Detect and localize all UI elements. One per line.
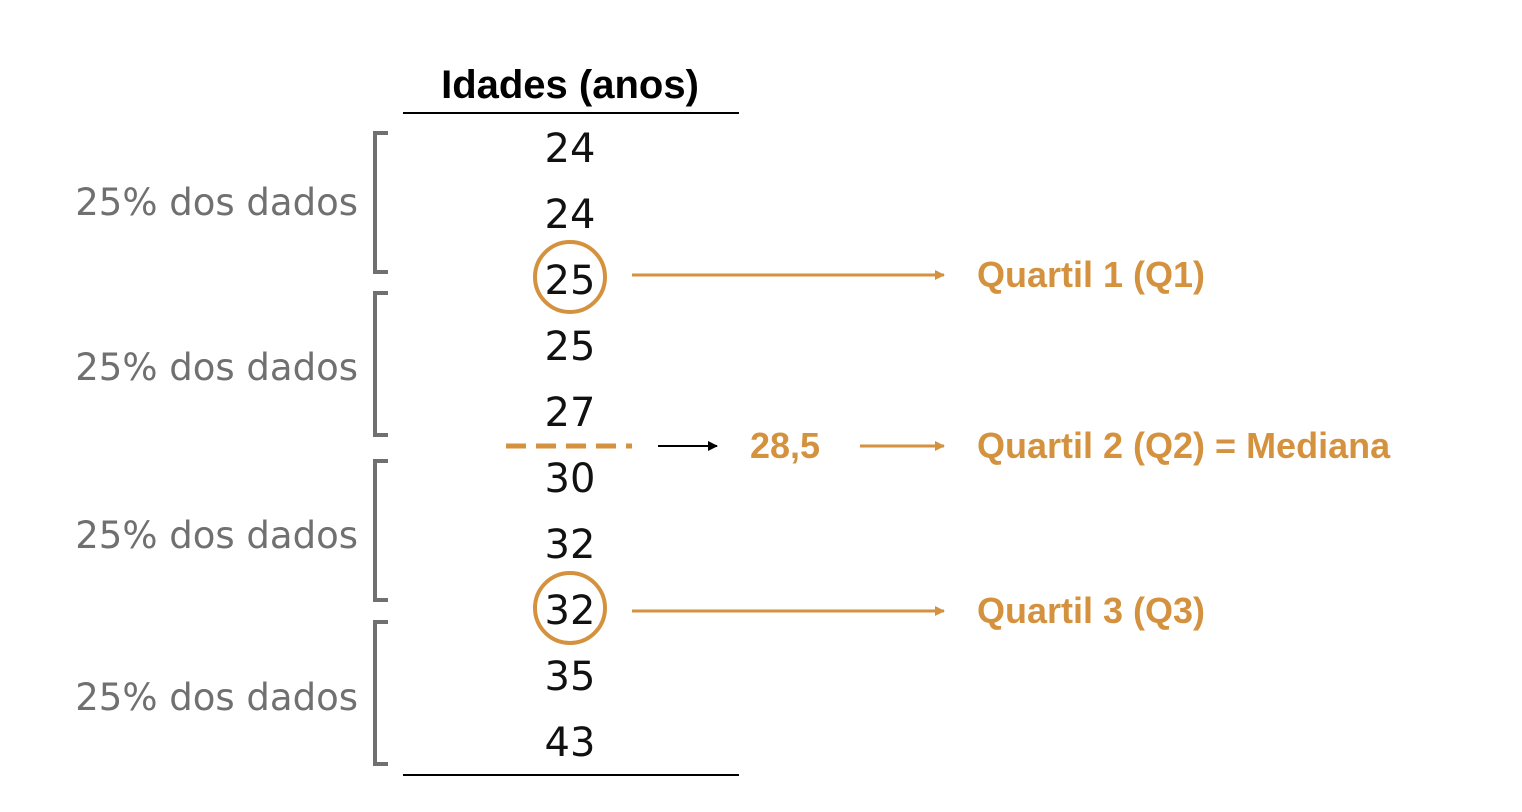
value-cell: 25 [545,258,596,304]
bracket-icon [373,620,388,766]
median-value: 28,5 [750,425,820,466]
bracket-icon [373,291,388,437]
q1-label: Quartil 1 (Q1) [977,254,1205,295]
value-cell: 35 [545,654,596,700]
value-cell: 32 [545,522,596,568]
group-label: 25% dos dados [75,346,358,389]
value-cell: 25 [545,324,596,370]
q3-highlight-circle-icon [533,571,607,645]
q1-highlight-circle-icon [533,240,607,314]
value-cell: 27 [545,390,596,436]
value-cell: 30 [545,456,596,502]
bracket-icon [373,459,388,602]
group-label: 25% dos dados [75,676,358,719]
table-header: Idades (anos) [441,63,699,107]
bracket-icon [373,131,388,274]
value-cell: 24 [545,126,596,172]
value-cell: 24 [545,192,596,238]
group-label: 25% dos dados [75,181,358,224]
q2-label: Quartil 2 (Q2) = Mediana [977,425,1391,466]
q3-label: Quartil 3 (Q3) [977,590,1205,631]
value-cell: 32 [545,588,596,634]
group-label: 25% dos dados [75,514,358,557]
value-cell: 43 [545,720,596,766]
